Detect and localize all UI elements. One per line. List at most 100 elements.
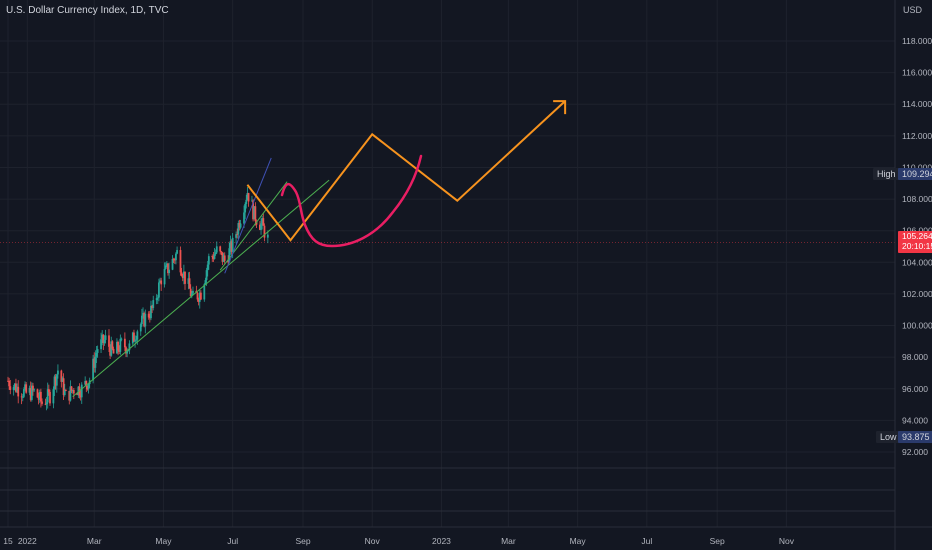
- candle-body: [84, 380, 87, 385]
- candle-body: [230, 241, 233, 252]
- candle-body: [55, 374, 58, 386]
- price-tick-label: 116.000: [902, 68, 932, 78]
- candle-body: [8, 381, 11, 387]
- candle-body: [47, 389, 50, 392]
- candle-body: [20, 396, 23, 398]
- candle-body: [143, 313, 146, 327]
- candle-body: [163, 268, 166, 285]
- candle-body: [7, 380, 9, 382]
- candle-body: [190, 293, 193, 297]
- candle-body: [197, 299, 200, 302]
- candle-body: [70, 386, 73, 392]
- candle-body: [179, 250, 182, 273]
- candle-body: [160, 280, 163, 285]
- candle-body: [238, 223, 241, 228]
- candle-body: [229, 241, 232, 249]
- candle-body: [219, 246, 222, 252]
- candle-body: [152, 300, 155, 309]
- candle-body: [12, 386, 15, 391]
- countdown-badge: 20:10:15: [898, 241, 932, 253]
- candle-body: [117, 341, 119, 351]
- candle-body: [32, 385, 34, 391]
- candle-body: [245, 199, 248, 204]
- candle-body: [52, 389, 55, 404]
- candle-body: [147, 313, 150, 318]
- candle-body: [123, 338, 126, 348]
- candle-body: [53, 376, 56, 390]
- candle-body: [94, 356, 97, 368]
- price-tick-label: 104.000: [902, 257, 932, 267]
- candle-body: [228, 248, 231, 263]
- candle-body: [71, 390, 74, 392]
- candle-body: [206, 264, 209, 271]
- candle-body: [244, 203, 247, 213]
- candle-body: [64, 390, 67, 391]
- candle-body: [86, 385, 89, 390]
- candle-body: [135, 339, 138, 341]
- candle-body: [109, 346, 112, 356]
- red-curve-drawing: [280, 154, 423, 248]
- time-tick-label: Nov: [779, 536, 795, 546]
- candle-body: [254, 206, 257, 222]
- time-tick-label: 2022: [18, 536, 37, 546]
- time-tick-label: Nov: [365, 536, 381, 546]
- candle-body: [44, 403, 47, 405]
- candle-body: [221, 252, 224, 262]
- trendline-group: [72, 157, 330, 398]
- candle-body: [96, 349, 99, 353]
- candle-body: [203, 284, 206, 300]
- price-axis[interactable]: 92.000 94.000 96.000 98.000 100.000 102.000 10…: [894, 0, 932, 550]
- candle-body: [63, 390, 66, 396]
- candle-body: [252, 200, 254, 220]
- candle-body: [77, 386, 80, 396]
- price-tick-label: 94.000: [902, 415, 928, 425]
- trendline: [219, 181, 288, 271]
- candle-body: [261, 218, 264, 224]
- projection-arrowhead: [553, 100, 567, 115]
- candle-body: [182, 271, 185, 279]
- candle-body: [215, 246, 218, 253]
- candle-body: [9, 386, 12, 391]
- candle-body: [211, 256, 214, 257]
- candle-body: [136, 331, 139, 340]
- time-tick-label: Jul: [641, 536, 652, 546]
- candle-body: [80, 384, 83, 398]
- candlestick-series: [7, 186, 269, 411]
- price-tick-label: 102.000: [902, 289, 932, 299]
- candle-body: [49, 391, 51, 404]
- high-label: High: [873, 168, 900, 180]
- candle-body: [54, 376, 57, 386]
- candle-body: [259, 224, 261, 230]
- candle-body: [247, 192, 250, 202]
- candle-body: [144, 313, 147, 327]
- candle-body: [76, 393, 79, 396]
- currency-label: USD: [903, 5, 923, 15]
- price-tick-label: 100.000: [902, 321, 932, 331]
- time-tick-label: Mar: [87, 536, 102, 546]
- candle-body: [127, 350, 130, 352]
- annotation-drawings: [246, 100, 567, 248]
- candle-body: [95, 352, 98, 357]
- time-axis[interactable]: 15 2022 Mar May Jul Sep Nov 2023 Mar May Jul Sep Nov: [0, 526, 932, 546]
- empty-sub-panel: [0, 467, 895, 512]
- candle-body: [40, 391, 42, 402]
- candle-body: [187, 278, 190, 284]
- candle-body: [246, 192, 249, 200]
- candle-body: [57, 370, 59, 375]
- price-tick-label: 114.000: [902, 99, 932, 109]
- price-tick-label: 108.000: [902, 194, 932, 204]
- candle-body: [102, 334, 105, 344]
- candle-body: [16, 386, 18, 392]
- candle-body: [68, 390, 71, 401]
- low-label: Low: [876, 431, 901, 443]
- candle-body: [188, 278, 191, 289]
- candle-body: [165, 263, 168, 266]
- candle-body: [112, 348, 115, 354]
- candle-body: [212, 256, 215, 259]
- candle-body: [104, 335, 107, 340]
- chart-grid: [0, 0, 895, 527]
- candle-body: [142, 313, 144, 316]
- candle-body: [159, 280, 161, 283]
- candle-body: [133, 332, 135, 342]
